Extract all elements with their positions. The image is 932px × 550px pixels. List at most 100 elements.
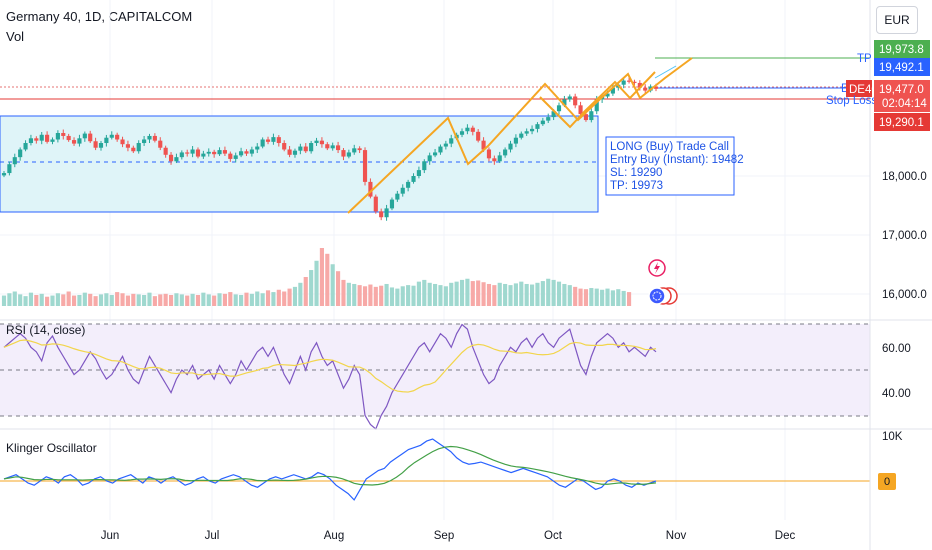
- volume-bar: [55, 293, 60, 306]
- volume-bar: [626, 292, 632, 306]
- candle-body: [195, 149, 201, 157]
- candle-body: [212, 151, 217, 155]
- volume-bar: [427, 282, 432, 306]
- candle-body: [583, 114, 589, 121]
- volume-bar: [341, 279, 346, 306]
- volume-bar: [206, 294, 211, 306]
- volume-bar: [562, 283, 567, 306]
- candle-body: [427, 155, 432, 162]
- volume-bar: [519, 281, 524, 306]
- rsi-pane-title[interactable]: RSI (14, close): [6, 323, 86, 337]
- volume-bar: [540, 281, 545, 306]
- candle-body: [185, 152, 190, 154]
- candle-body: [400, 187, 405, 194]
- volume-bar: [416, 281, 421, 306]
- price-axis-ticks: 18,000.0 17,000.0 16,000.0: [882, 171, 927, 301]
- candle-body: [34, 138, 39, 141]
- klinger-line[interactable]: [3, 438, 657, 501]
- volume-bar: [71, 295, 77, 306]
- volume-bar: [529, 284, 535, 306]
- volume-bar: [400, 286, 405, 306]
- candle-body: [535, 124, 540, 129]
- candle-body: [82, 133, 87, 139]
- price-tick-0: 18,000.0: [882, 171, 927, 183]
- volume-bar: [438, 285, 443, 306]
- volume-bar: [459, 279, 465, 306]
- volume-bar: [260, 293, 265, 306]
- volume-bar: [163, 293, 168, 306]
- candle-body: [336, 145, 341, 151]
- volume-bar: [395, 288, 400, 306]
- volume-label[interactable]: Vol: [6, 29, 25, 44]
- volume-bar: [470, 281, 475, 306]
- volume-bar: [98, 294, 104, 306]
- earnings-glyph-icon: [652, 291, 662, 301]
- candle-body: [298, 146, 303, 151]
- volume-bar: [282, 291, 287, 306]
- volume-bar: [605, 288, 610, 306]
- candle-body: [233, 155, 238, 159]
- klinger-pane-title[interactable]: Klinger Oscillator: [6, 441, 97, 455]
- candle-body: [147, 135, 152, 140]
- candle-body: [158, 140, 163, 148]
- volume-bar: [185, 295, 190, 306]
- candle-body: [573, 96, 578, 106]
- candle-body: [104, 137, 109, 144]
- volume-bar: [50, 295, 55, 306]
- volume-bar: [368, 284, 373, 306]
- symbol-title[interactable]: Germany 40, 1D, CAPITALCOM: [6, 9, 193, 24]
- volume-bar: [319, 248, 324, 306]
- volume-bar: [82, 292, 87, 306]
- time-axis-ticks: Jun Jul Aug Sep Oct Nov Dec: [101, 530, 796, 542]
- volume-bar: [23, 296, 28, 306]
- volume-bar: [190, 293, 195, 306]
- candle-body: [303, 146, 308, 152]
- trade-note-box[interactable]: LONG (Buy) Trade Call Entry Buy (Instant…: [605, 136, 744, 196]
- time-tick-jun: Jun: [101, 530, 120, 542]
- candle-body: [1, 173, 7, 176]
- klinger-zero-label: 0: [878, 473, 896, 490]
- volume-bar: [330, 264, 335, 306]
- volume-bar: [174, 293, 179, 306]
- candle-body: [314, 140, 319, 144]
- volume-bar: [481, 282, 486, 306]
- volume-bar: [336, 271, 341, 306]
- candle-body: [562, 99, 567, 106]
- zigzag-pattern: [347, 57, 693, 214]
- current-price-label: [874, 80, 930, 112]
- candle-body: [594, 99, 599, 112]
- candle-body: [18, 149, 23, 158]
- candle-body: [45, 134, 50, 142]
- candle-body: [325, 144, 330, 149]
- alert-icons[interactable]: [648, 259, 678, 305]
- candle-body: [551, 111, 556, 118]
- volume-bar: [93, 296, 98, 306]
- volume-bar: [610, 290, 615, 306]
- volume-bar: [39, 293, 44, 306]
- currency-button[interactable]: EUR: [876, 6, 918, 34]
- candle-body: [621, 80, 626, 85]
- volume-bar: [379, 285, 384, 306]
- volume-bar: [271, 292, 276, 306]
- volume-bar: [233, 294, 238, 306]
- volume-bar: [34, 294, 39, 306]
- volume-bar: [589, 288, 594, 306]
- volume-bar: [621, 290, 626, 306]
- stop-loss-tag-text: Stop Loss: [826, 95, 877, 107]
- volume-bar: [88, 293, 93, 306]
- volume-bar: [546, 278, 551, 306]
- candle-body: [470, 127, 475, 132]
- candle-body: [125, 144, 131, 148]
- trade-note-line1: LONG (Buy) Trade Call: [610, 141, 729, 153]
- volume-bar: [109, 294, 114, 306]
- volume-bar: [357, 285, 362, 306]
- rsi-line[interactable]: [3, 323, 657, 431]
- candle-body: [503, 149, 508, 156]
- volume-bar: [384, 283, 389, 306]
- earnings-icon[interactable]: [648, 287, 666, 305]
- projection-arrow: [654, 65, 677, 79]
- tp-price-text: 19,973.8: [879, 44, 924, 56]
- volume-bar: [594, 288, 599, 306]
